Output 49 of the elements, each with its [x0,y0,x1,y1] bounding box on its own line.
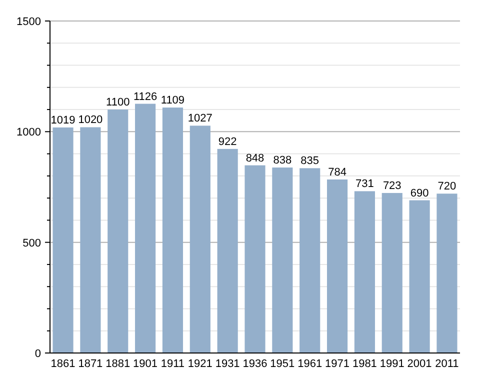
data-label: 731 [356,178,374,190]
data-label: 835 [300,155,320,168]
bar [135,104,156,353]
y-tick-label: 1500 [16,16,41,28]
bar [382,192,402,353]
data-label: 1019 [50,114,76,126]
bar [436,194,458,353]
x-tick-label: 1931 [215,358,240,370]
data-label: 1109 [160,94,185,107]
bar [80,127,101,353]
data-label: 1100 [106,96,130,109]
x-tick-label: 1951 [270,358,295,370]
bar [409,200,430,353]
x-tick-label: 1861 [50,358,76,370]
y-tick-label: 1000 [16,126,41,139]
bar [190,126,210,353]
bar [300,168,320,353]
bar [162,108,184,353]
data-label: 848 [246,152,264,164]
data-label: 784 [328,166,346,178]
bar [244,165,266,353]
x-tick-label: 1881 [106,358,130,370]
data-label: 1020 [78,114,103,126]
data-label: 723 [382,180,402,192]
data-label: 690 [410,187,429,200]
data-label: 838 [273,154,292,167]
data-label: 1126 [133,90,158,103]
y-tick-label: 0 [34,348,41,360]
data-label: 1027 [188,112,212,125]
x-tick-label: 1921 [188,358,212,370]
data-label: 720 [438,180,456,193]
x-tick-label: 1971 [325,358,350,370]
x-tick-label: 2001 [407,358,432,370]
x-tick-label: 1901 [133,358,158,370]
bar [272,168,293,353]
x-tick-label: 1936 [242,358,268,370]
x-tick-label: 2011 [435,358,459,370]
y-tick-label: 500 [22,237,41,250]
data-label: 922 [218,136,237,148]
x-tick-label: 1961 [298,358,322,370]
x-tick-label: 1871 [78,358,103,370]
bar [354,191,375,353]
bar [217,148,238,353]
bar [52,127,74,353]
x-tick-label: 1991 [380,358,404,370]
x-tick-label: 1981 [352,358,377,370]
x-tick-label: 1911 [160,358,185,370]
bar [108,110,128,353]
bar [326,179,348,353]
